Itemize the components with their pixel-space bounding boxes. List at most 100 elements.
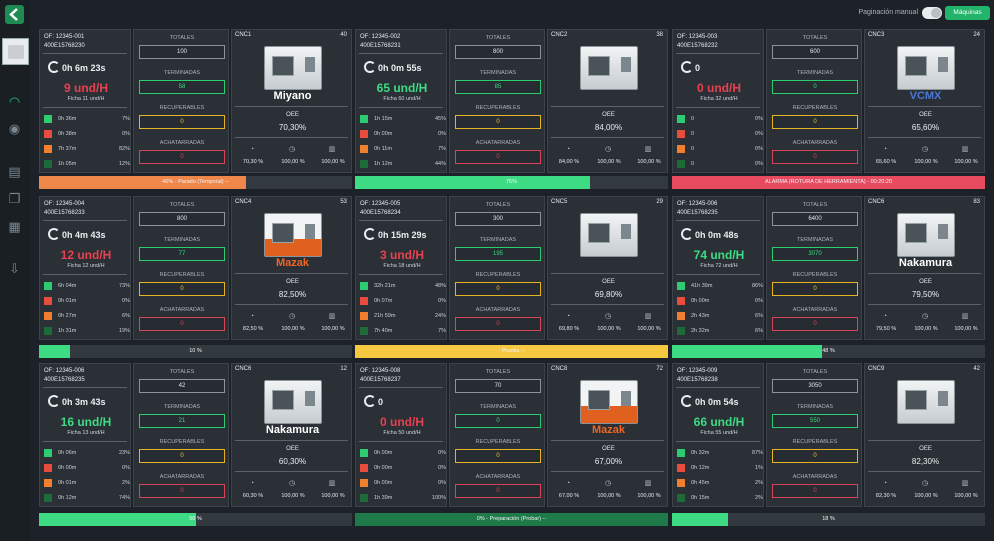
achatarradas-label: ACHATARRADAS xyxy=(792,474,838,480)
machine-window xyxy=(272,56,294,76)
state-color-icon xyxy=(677,297,685,305)
machine-card[interactable]: OF: 12345-008 400E15768237 0 0 und/H Ficha 5… xyxy=(355,363,668,507)
timer-icon xyxy=(681,395,693,407)
performance-value: 100,00 % xyxy=(914,159,938,165)
machine-card[interactable]: OF: 12345-002 400E15768231 0h 0m 55s 65 und… xyxy=(355,29,668,173)
state-percent: 2% xyxy=(755,495,763,501)
state-color-icon xyxy=(360,160,368,168)
performance-value: 100,00 % xyxy=(597,159,621,165)
state-color-icon xyxy=(360,282,368,290)
ficha-rate: Ficha 55 und/H xyxy=(700,430,738,436)
oee-label: OEE xyxy=(602,112,615,118)
circle-settings-icon[interactable]: ◉ xyxy=(8,120,21,136)
ficha-rate: Ficha 50 und/H xyxy=(383,430,421,436)
timer-icon xyxy=(364,228,376,240)
recuperables-label: RECUPERABLES xyxy=(475,439,521,445)
machine-panel: CNC9 42 OEE 82,30% ◔ ◷ ▥ 82,30 % 100,00 % 100,00 … xyxy=(864,363,985,507)
order-panel: OF: 12345-002 400E15768231 0h 0m 55s 65 und… xyxy=(355,29,447,173)
state-percent: 86% xyxy=(751,283,763,289)
state-time: 1h 31m xyxy=(58,328,77,334)
oee-value: 65,60% xyxy=(911,123,940,132)
download-icon[interactable]: ⇩ xyxy=(9,260,20,276)
state-percent: 2% xyxy=(755,480,763,486)
machine-card[interactable]: OF: 12345-006 400E15768235 0h 3m 43s 16 und… xyxy=(39,363,352,507)
grid-icon[interactable]: ▦ xyxy=(8,218,21,234)
machine-panel: CNC3 24 VCMX OEE 65,60% ◔ ◷ ▥ 65,60 % 100,00 % 100… xyxy=(864,29,985,173)
brand-logo: VCMX xyxy=(909,90,942,102)
machine-card[interactable]: OF: 12345-001 400E15768230 0h 6m 23s 9 und/… xyxy=(39,29,352,173)
state-time: 0 xyxy=(691,131,695,137)
avatar[interactable] xyxy=(2,38,29,65)
recuperables-label: RECUPERABLES xyxy=(475,272,521,278)
metric-icons: ◔ ◷ ▥ xyxy=(865,145,986,155)
progress-text: 18 % xyxy=(822,516,835,522)
state-color-icon xyxy=(360,464,368,472)
divider xyxy=(43,220,127,221)
divider xyxy=(551,106,664,107)
machines-button[interactable]: Máquinas xyxy=(945,6,990,20)
machine-panel: CNC4 53 Mazak OEE 82,50% ◔ ◷ ▥ 82,50 % 100,00 % 10… xyxy=(231,196,352,340)
state-row: 1h 31m 19% xyxy=(44,326,130,338)
counts-panel: TOTALES 70 TERMINADAS 0 RECUPERABLES 0 ACHATAR… xyxy=(449,363,545,507)
state-row: 0h 12m 1% xyxy=(677,463,763,475)
divider xyxy=(551,273,664,274)
divider xyxy=(868,137,981,138)
totales-label: TOTALES xyxy=(485,202,511,208)
pagination-toggle[interactable] xyxy=(922,7,942,19)
order-panel: OF: 12345-005 400E15768234 0h 15m 29s 3 und… xyxy=(355,196,447,340)
machine-panel-detail xyxy=(305,391,315,406)
state-percent: 48% xyxy=(434,283,446,289)
logo-icon[interactable] xyxy=(5,5,24,24)
availability-icon: ◔ xyxy=(249,146,255,153)
divider xyxy=(551,137,664,138)
machine-card[interactable]: OF: 12345-009 400E15768238 0h 0m 54s 66 und… xyxy=(672,363,985,507)
performance-value: 100,00 % xyxy=(281,493,305,499)
machine-card[interactable]: OF: 12345-004 400E15768233 0h 4m 43s 12 und… xyxy=(39,196,352,340)
files-icon[interactable]: ❐ xyxy=(8,190,21,206)
divider xyxy=(235,440,348,441)
totales-value: 600 xyxy=(772,45,858,59)
divider xyxy=(551,440,664,441)
state-row: 0h 45m 2% xyxy=(677,478,763,490)
availability-value: 70,30 % xyxy=(242,159,264,165)
oee-value: 69,80% xyxy=(594,290,623,299)
state-color-icon xyxy=(360,297,368,305)
state-row: 0h 27m 6% xyxy=(44,311,130,323)
order-panel: OF: 12345-009 400E15768238 0h 0m 54s 66 und… xyxy=(672,363,764,507)
machine-card[interactable]: OF: 12345-005 400E15768234 0h 15m 29s 3 und… xyxy=(355,196,668,340)
state-row: 0 0% xyxy=(677,114,763,126)
machine-card[interactable]: OF: 12345-003 400E15768232 0 0 und/H Ficha 3… xyxy=(672,29,985,173)
machine-panel: CNC2 38 OEE 84,00% ◔ ◷ ▥ 84,00 % 100,00 % 100,00 … xyxy=(547,29,668,173)
metric-icons: ◔ ◷ ▥ xyxy=(865,312,986,322)
order-panel: OF: 12345-001 400E15768230 0h 6m 23s 9 und/… xyxy=(39,29,131,173)
totales-value: 800 xyxy=(139,212,225,226)
divider xyxy=(235,137,348,138)
machine-card[interactable]: OF: 12345-006 400E15768235 0h 0m 48s 74 und… xyxy=(672,196,985,340)
machine-image xyxy=(580,213,638,257)
achatarradas-label: ACHATARRADAS xyxy=(475,307,521,313)
brand-logo: Mazak xyxy=(591,424,626,436)
progress-fill xyxy=(355,176,590,189)
dashboard-icon[interactable]: ◠ xyxy=(8,93,21,109)
ficha-rate: Ficha 12 und/H xyxy=(67,263,105,269)
performance-icon: ◷ xyxy=(288,146,296,153)
ficha-rate: Ficha 60 und/H xyxy=(383,96,421,102)
state-color-icon xyxy=(44,449,52,457)
state-time: 32h 21m xyxy=(374,283,396,289)
state-row: 7h 37m 82% xyxy=(44,144,130,156)
achatarradas-value: 0 xyxy=(455,317,541,331)
totales-label: TOTALES xyxy=(485,369,511,375)
state-row: 0h 00m 0% xyxy=(360,478,446,490)
state-time: 0h 15m xyxy=(691,495,710,501)
pagination-label: Paginación manual xyxy=(858,9,918,16)
state-row: 1h 39m 100% xyxy=(360,493,446,505)
terminadas-label: TERMINADAS xyxy=(479,237,517,243)
availability-value: 82,30 % xyxy=(875,493,897,499)
document-icon[interactable]: ▤ xyxy=(8,163,21,179)
performance-value: 100,00 % xyxy=(914,493,938,499)
availability-icon: ◔ xyxy=(882,146,888,153)
state-time: 0h 00m xyxy=(691,298,710,304)
order-number: OF: 12345-006 xyxy=(44,368,85,374)
state-time: 0h 00m xyxy=(374,450,393,456)
